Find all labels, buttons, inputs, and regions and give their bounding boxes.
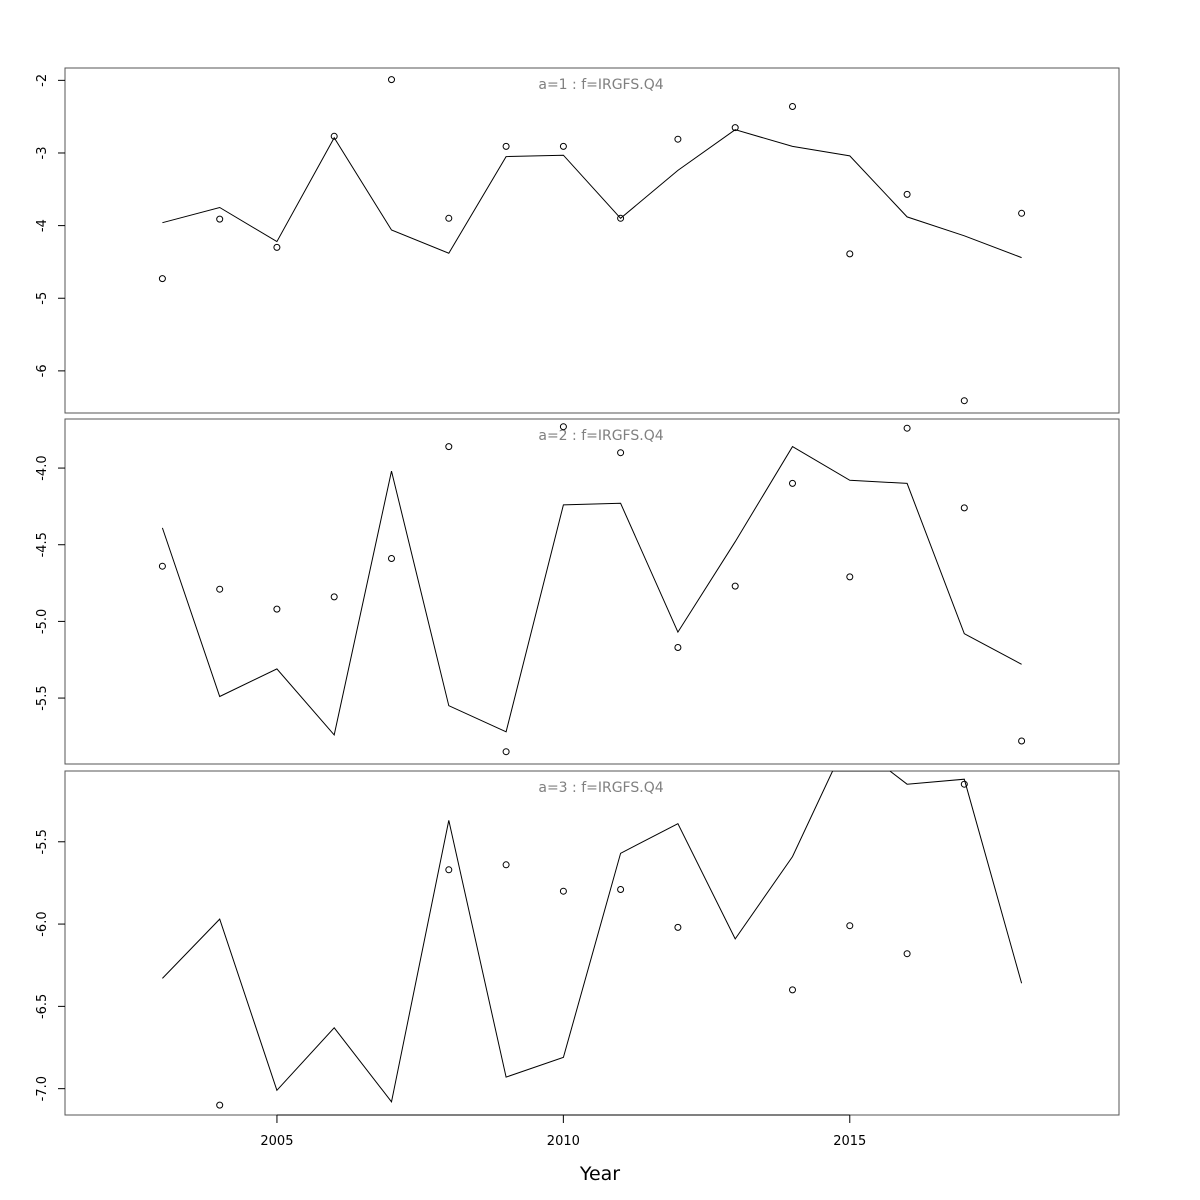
panel-3: a=3 : f=IRGFS.Q4 -5.5 -6.0 -6.5 -7.0 <box>35 770 1120 1116</box>
observed-point <box>789 986 796 994</box>
panels-group: a=1 : f=IRGFS.Q4 -2 -3 -4 -5 -6 a=2 : f=IRGFS.… <box>35 67 1120 1116</box>
panel-data <box>158 423 1026 756</box>
x-tick-label: 2010 <box>547 1134 580 1149</box>
observed-point <box>674 923 682 931</box>
observed-point <box>846 573 854 581</box>
y-tick-label: -5 <box>35 292 50 305</box>
panel-frame <box>64 418 1120 765</box>
observed-point <box>617 214 625 222</box>
fitted-line <box>162 771 1023 1103</box>
panel-2: a=2 : f=IRGFS.Q4 -4.0 -4.5 -5.0 -5.5 <box>35 418 1120 765</box>
y-tick-label: -6.0 <box>35 911 50 936</box>
y-tick-label: -4.5 <box>35 532 50 557</box>
observed-point <box>330 132 338 140</box>
observed-point <box>617 886 625 893</box>
observed-point <box>388 76 395 84</box>
observed-point <box>273 605 281 613</box>
observed-point <box>559 423 567 431</box>
observed-point <box>1018 209 1026 217</box>
panel-title: a=1 : f=IRGFS.Q4 <box>538 77 663 93</box>
y-tick-label: -6.5 <box>35 994 50 1019</box>
observed-point <box>1018 737 1026 745</box>
y-tick-label: -3 <box>35 146 50 159</box>
observed-point <box>445 866 453 874</box>
observed-point <box>960 397 968 405</box>
y-tick-label: -7.0 <box>35 1076 50 1101</box>
panel-data <box>158 76 1026 405</box>
observed-point <box>216 215 224 223</box>
observed-point <box>903 424 911 432</box>
observed-point <box>674 644 682 651</box>
observed-point <box>158 562 166 570</box>
panel-frame <box>64 67 1120 414</box>
observed-point <box>789 479 796 487</box>
panel-frame <box>64 770 1120 1116</box>
y-tick-label: -5.5 <box>35 685 50 710</box>
y-tick-label: -4.0 <box>35 455 50 480</box>
panel-data <box>162 771 1023 1109</box>
observed-point <box>502 748 510 756</box>
observed-point <box>388 555 395 562</box>
observed-point <box>502 861 510 869</box>
x-axis: 2005 2010 2015 <box>260 1114 866 1149</box>
y-tick-label: -6 <box>35 364 50 377</box>
observed-point <box>903 950 911 958</box>
x-tick-label: 2015 <box>833 1134 866 1149</box>
observed-point <box>216 585 224 593</box>
observed-point <box>789 103 796 110</box>
observed-point <box>330 593 338 601</box>
x-tick-label: 2005 <box>260 1134 293 1149</box>
observed-point <box>559 142 567 150</box>
observed-point <box>674 135 682 143</box>
observed-point <box>731 124 739 132</box>
observed-point <box>273 243 281 251</box>
panel-title: a=3 : f=IRGFS.Q4 <box>538 780 663 796</box>
y-tick-label: -2 <box>35 74 50 87</box>
y-tick-label: -4 <box>35 219 50 232</box>
y-tick-label: -5.0 <box>35 609 50 634</box>
observed-point <box>502 142 510 150</box>
observed-point <box>216 1101 224 1109</box>
fitted-line <box>161 445 1022 736</box>
observed-point <box>903 190 911 198</box>
observed-point <box>846 922 854 930</box>
observed-point <box>445 214 453 222</box>
observed-point <box>617 449 625 457</box>
observed-point <box>731 582 739 590</box>
observed-point <box>960 504 968 512</box>
y-tick-label: -5.5 <box>35 829 50 854</box>
observed-point <box>559 887 567 895</box>
observed-point <box>158 275 166 283</box>
panel-title: a=2 : f=IRGFS.Q4 <box>538 428 663 444</box>
observed-point <box>846 250 854 258</box>
observed-point <box>960 780 968 788</box>
x-axis-title: Year <box>579 1163 620 1185</box>
observed-point <box>445 443 453 451</box>
fitted-line <box>162 129 1022 259</box>
panel-1: a=1 : f=IRGFS.Q4 -2 -3 -4 -5 -6 <box>35 67 1120 414</box>
